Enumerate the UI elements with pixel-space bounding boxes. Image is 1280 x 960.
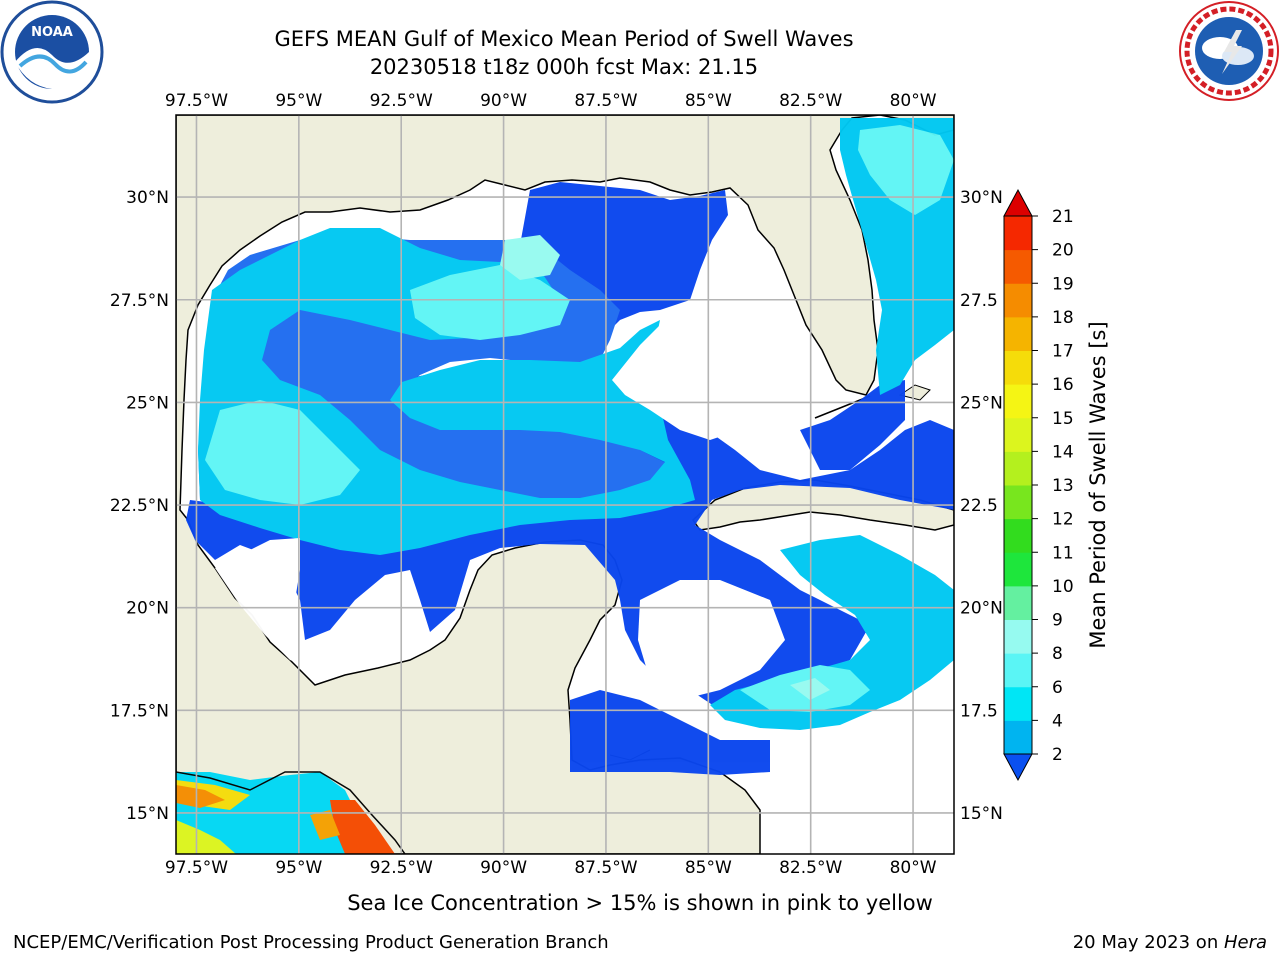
colorbar: 2 4 6 8 9 10 11 12 13 14 15 16 17 18 19 20 21 — [1003, 188, 1074, 782]
lat-label-left: 17.5°N — [110, 701, 169, 721]
lat-label-left: 20°N — [126, 599, 169, 619]
colorbar-segment — [1004, 350, 1032, 385]
colorbar-tick-label: 8 — [1052, 644, 1063, 664]
colorbar-tick-label: 15 — [1052, 409, 1074, 429]
sea-ice-note: Sea Ice Concentration > 15% is shown in … — [347, 891, 933, 915]
colorbar-tick-label: 20 — [1052, 241, 1074, 261]
colorbar-segment — [1004, 384, 1032, 419]
contour-level-2-caribbean — [570, 690, 770, 775]
colorbar-tick-label: 12 — [1052, 510, 1074, 530]
lon-label-top: 82.5°W — [779, 91, 842, 111]
colorbar-segment — [1004, 216, 1032, 251]
lon-label-top: 80°W — [890, 91, 937, 111]
colorbar-segment — [1004, 653, 1032, 688]
contour-level-8 — [205, 400, 360, 505]
colorbar-tick-label: 21 — [1052, 207, 1074, 227]
lon-label-top: 97.5°W — [165, 91, 228, 111]
colorbar-segment — [1004, 283, 1032, 318]
colorbar-segment — [1004, 485, 1032, 520]
colorbar-tick-label: 6 — [1052, 678, 1063, 698]
noaa-logo: NOAA — [0, 0, 104, 104]
lat-label-left: 22.5°N — [110, 496, 169, 516]
lon-label-bottom: 97.5°W — [165, 858, 228, 878]
map-subtitle: 20230518 t18z 000h fcst Max: 21.15 — [369, 55, 759, 79]
contour-level-8-east — [858, 125, 954, 215]
lat-label-right: 22.5 — [960, 496, 998, 516]
colorbar-extend-low — [1003, 753, 1033, 782]
colorbar-tick-label: 19 — [1052, 274, 1074, 294]
colorbar-segment — [1004, 552, 1032, 587]
map-title: GEFS MEAN Gulf of Mexico Mean Period of … — [274, 27, 854, 51]
lon-label-top: 92.5°W — [370, 91, 433, 111]
contour-level-9 — [500, 235, 560, 280]
colorbar-tick-label: 17 — [1052, 342, 1074, 362]
date-prefix: 20 May 2023 on — [1072, 932, 1224, 953]
lon-label-bottom: 85°W — [685, 858, 732, 878]
colorbar-label: Mean Period of Swell Waves [s] — [1086, 321, 1110, 648]
lat-label-left: 30°N — [126, 188, 169, 208]
pacific-swell-orange — [310, 810, 340, 840]
lat-label-left: 27.5°N — [110, 291, 169, 311]
lon-label-bottom: 95°W — [275, 858, 322, 878]
colorbar-segment — [1004, 417, 1032, 452]
colorbar-tick-label: 18 — [1052, 308, 1074, 328]
pacific-swell-higher — [176, 785, 225, 808]
lat-label-left: 25°N — [126, 393, 169, 413]
date-text: 20 May 2023 on Hera — [1073, 932, 1267, 953]
colorbar-segment — [1004, 451, 1032, 486]
colorbar-segment — [1004, 720, 1032, 755]
colorbar-segment — [1004, 249, 1032, 284]
lat-label-right: 27.5 — [960, 291, 998, 311]
colorbar-segment — [1004, 686, 1032, 721]
lon-label-bottom: 87.5°W — [574, 858, 637, 878]
colorbar-tick-label: 13 — [1052, 476, 1074, 496]
pacific-coastline — [176, 771, 406, 854]
lon-label-top: 87.5°W — [574, 91, 637, 111]
colorbar-tick-label: 14 — [1052, 442, 1074, 462]
lon-label-top: 95°W — [275, 91, 322, 111]
colorbar-tick-label: 10 — [1052, 577, 1074, 597]
colorbar-tick-label: 2 — [1052, 745, 1063, 765]
credit-text: NCEP/EMC/Verification Post Processing Pr… — [13, 932, 609, 953]
lat-label-right: 17.5 — [960, 701, 998, 721]
pacific-swell-yellow — [176, 820, 236, 854]
lon-label-top: 90°W — [480, 91, 527, 111]
lon-label-bottom: 80°W — [890, 858, 937, 878]
colorbar-segment — [1004, 316, 1032, 351]
no-data-region-3 — [215, 538, 315, 670]
longitude-labels-top: 97.5°W 95°W 92.5°W 90°W 87.5°W 85°W 82.5°W 80°W — [165, 91, 937, 111]
map-gridlines — [176, 115, 954, 854]
noaa-logo-text: NOAA — [31, 25, 73, 40]
colorbar-tick-label: 9 — [1052, 611, 1063, 631]
no-data-region — [612, 310, 760, 440]
lon-label-top: 85°W — [685, 91, 732, 111]
colorbar-segment — [1004, 518, 1032, 553]
contour-level-8-center — [410, 265, 570, 340]
lon-label-bottom: 92.5°W — [370, 858, 433, 878]
latitude-labels-left: 30°N 27.5°N 25°N 22.5°N 20°N 17.5°N 15°N — [110, 188, 169, 824]
latitude-labels-right: 30°N 27.5 25°N 22.5 20°N 17.5 15°N — [960, 188, 1003, 824]
no-data-region-2 — [638, 580, 785, 700]
lon-label-bottom: 90°W — [480, 858, 527, 878]
lat-label-right: 25°N — [960, 393, 1003, 413]
national-weather-service-logo — [1179, 1, 1279, 101]
colorbar-segment — [1004, 585, 1032, 620]
colorbar-tick-label: 4 — [1052, 711, 1063, 731]
lat-label-right: 30°N — [960, 188, 1003, 208]
colorbar-extend-high — [1003, 188, 1033, 217]
longitude-labels-bottom: 97.5°W 95°W 92.5°W 90°W 87.5°W 85°W 82.5°W 80°W — [165, 858, 937, 878]
lat-label-left: 15°N — [126, 804, 169, 824]
lon-label-bottom: 82.5°W — [779, 858, 842, 878]
host-name: Hera — [1223, 932, 1267, 953]
colorbar-tick-label: 11 — [1052, 543, 1074, 563]
map-frame — [175, 114, 955, 855]
map-area — [176, 115, 954, 854]
lat-label-right: 15°N — [960, 804, 1003, 824]
colorbar-segment — [1004, 619, 1032, 654]
colorbar-tick-label: 16 — [1052, 375, 1074, 395]
lat-label-right: 20°N — [960, 599, 1003, 619]
